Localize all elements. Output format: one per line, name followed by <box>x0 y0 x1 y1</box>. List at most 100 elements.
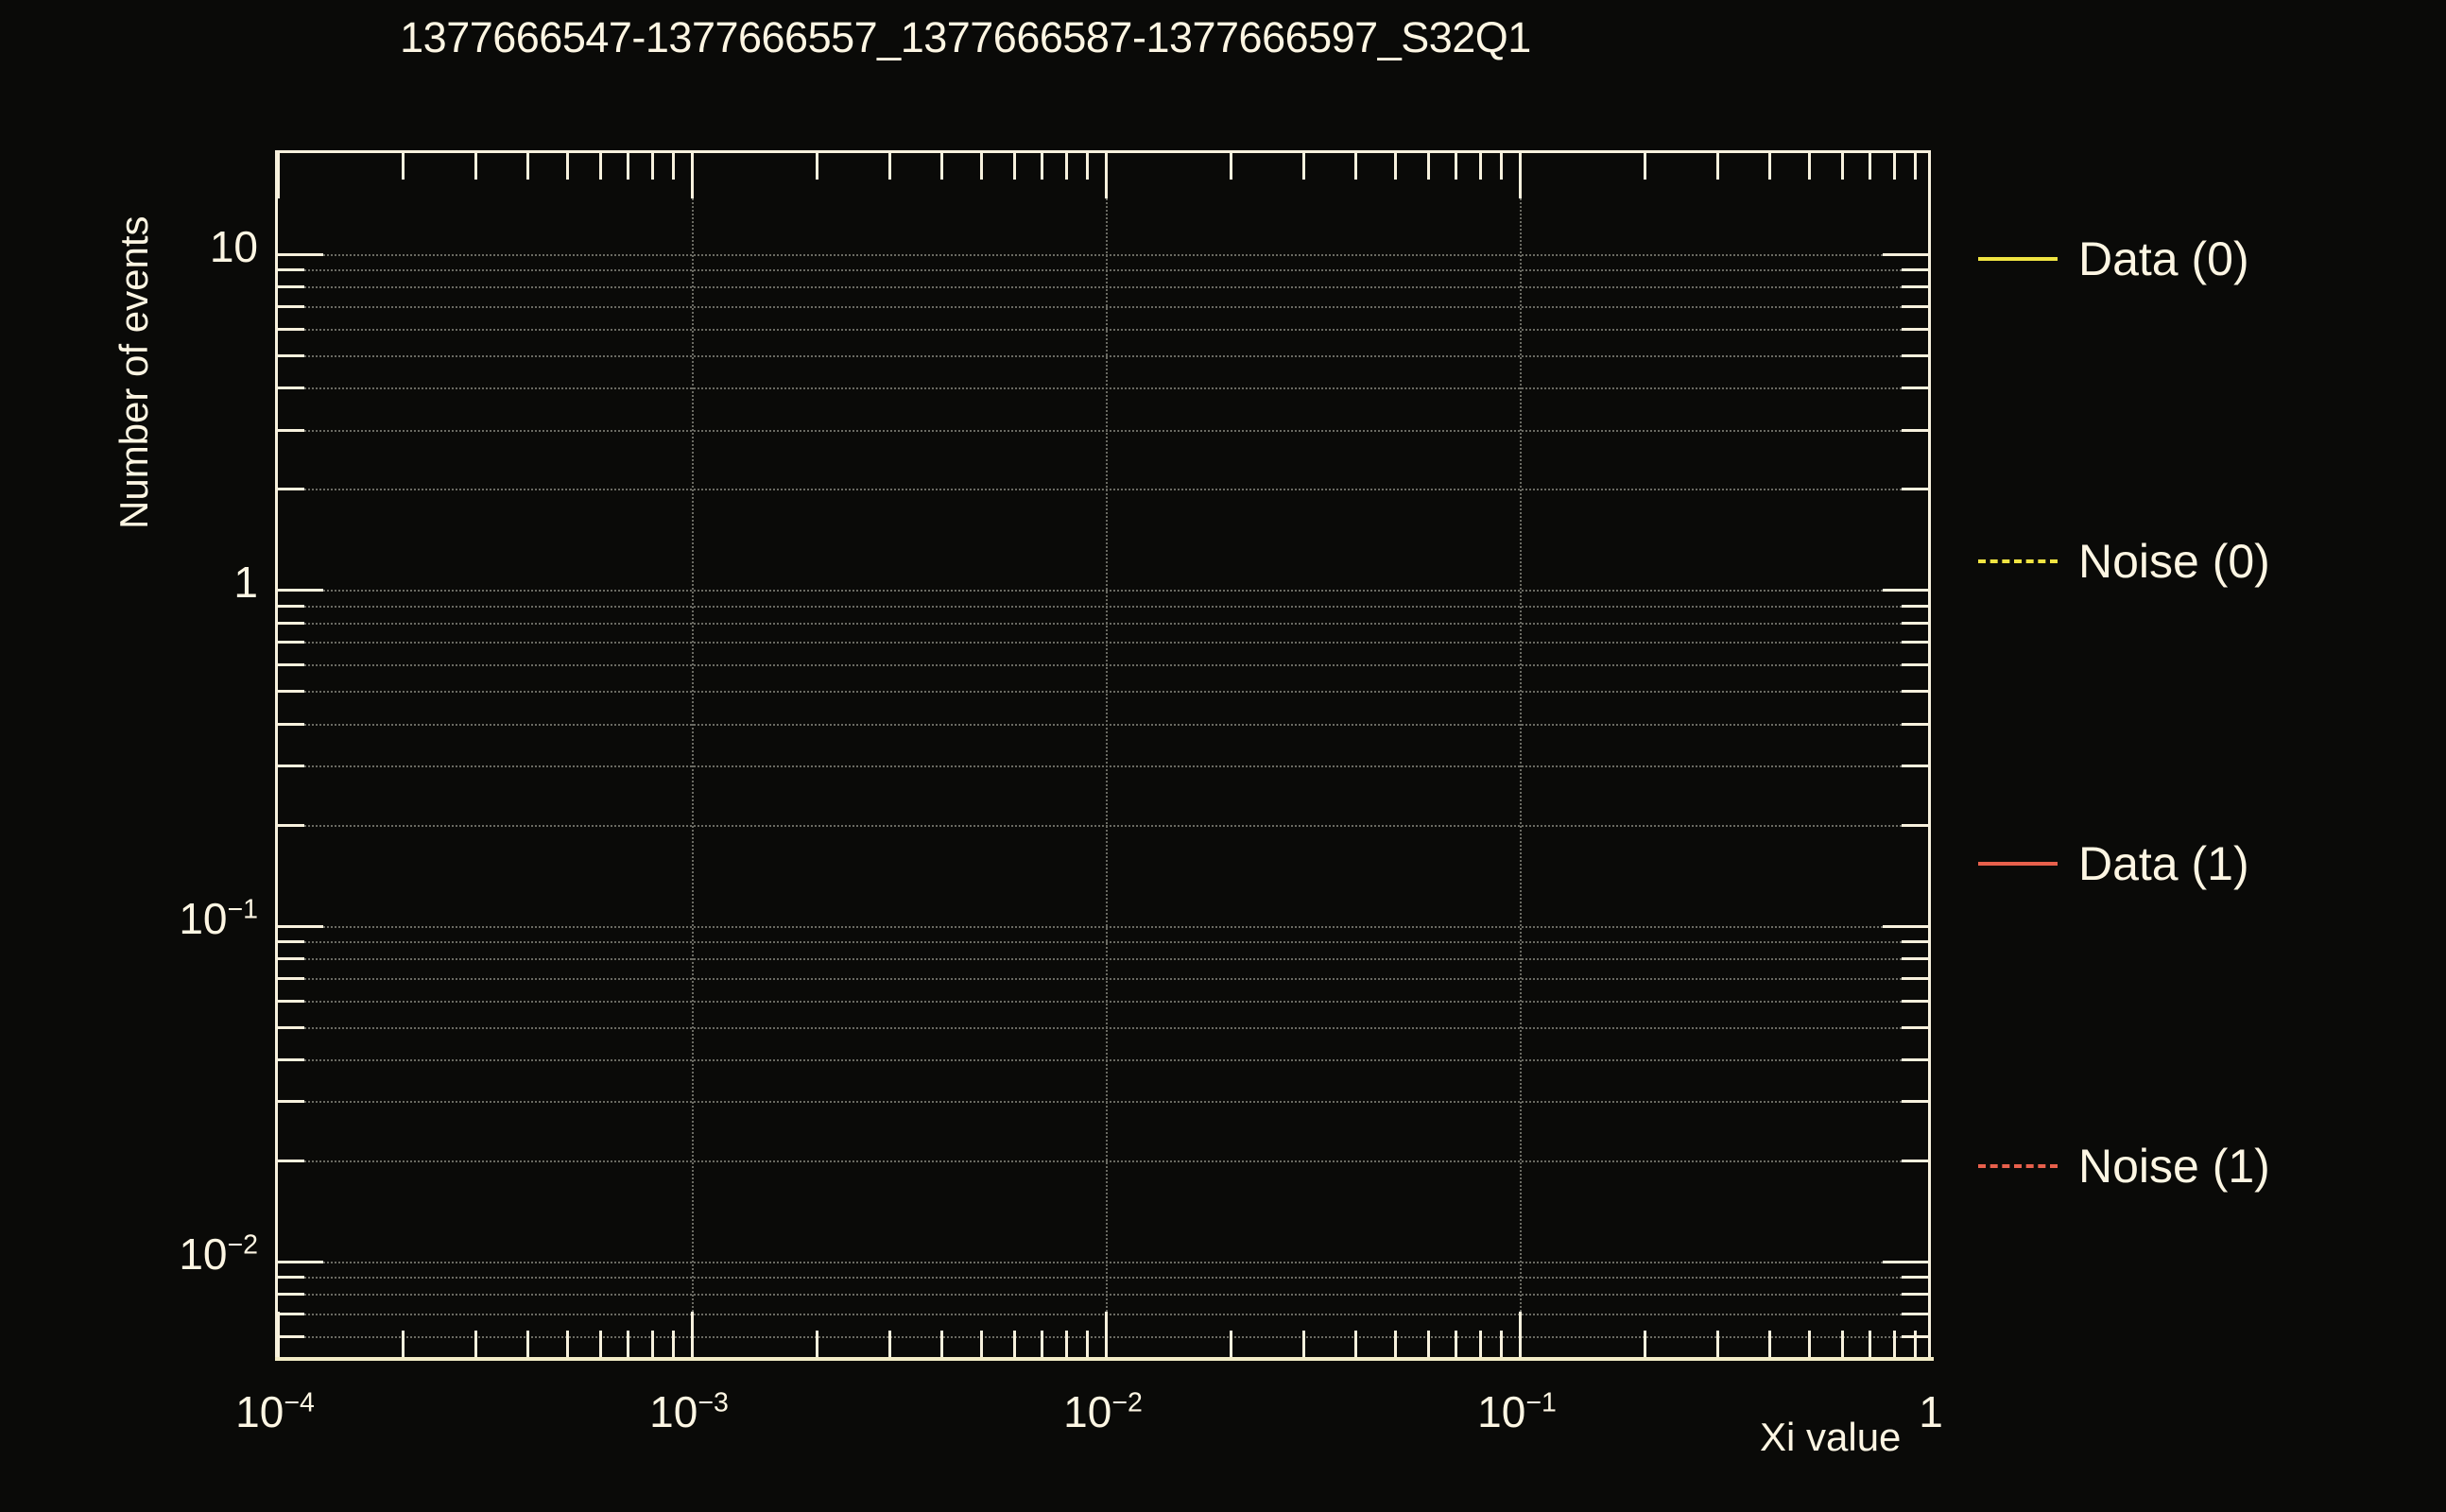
x-tick-major <box>691 1312 694 1357</box>
plot-frame <box>275 150 1931 1360</box>
x-tick-minor-top <box>1840 153 1844 180</box>
y-tick-major-right <box>1883 252 1928 256</box>
legend-label: Data (0) <box>2078 232 2249 285</box>
grid-line-horizontal <box>278 253 1928 256</box>
y-tick-minor-right <box>1902 1313 1928 1316</box>
x-tick-minor-top <box>1715 153 1719 180</box>
y-tick-minor-right <box>1902 285 1928 289</box>
grid-line-horizontal <box>278 958 1928 961</box>
x-tick-minor <box>650 1331 654 1357</box>
x-tick-minor <box>1913 1331 1917 1357</box>
x-tick-minor-top <box>598 153 602 180</box>
x-tick-minor-top <box>1085 153 1089 180</box>
x-tick-minor-top <box>980 153 984 180</box>
grid-line-horizontal <box>278 354 1928 357</box>
x-tick-label: 10−3 <box>649 1387 729 1436</box>
x-tick-major-top <box>278 153 280 198</box>
x-tick-minor-top <box>1041 153 1044 180</box>
x-tick-major <box>278 1312 280 1357</box>
x-tick-minor <box>401 1331 405 1357</box>
grid-line-horizontal <box>278 691 1928 694</box>
x-tick-minor-top <box>650 153 654 180</box>
y-tick-minor-right <box>1902 957 1928 961</box>
x-tick-minor-top <box>1913 153 1917 180</box>
x-tick-minor-top <box>566 153 570 180</box>
grid-line-horizontal <box>278 664 1928 667</box>
y-tick-minor-right <box>1902 1025 1928 1029</box>
grid-line-horizontal <box>278 1335 1928 1338</box>
legend-entry[interactable]: Data (0) <box>1969 221 2413 297</box>
x-tick-major-top <box>1105 153 1108 198</box>
x-tick-minor-top <box>1767 153 1771 180</box>
y-tick-minor <box>278 641 304 644</box>
y-tick-label: 10−1 <box>179 893 258 943</box>
x-tick-minor <box>474 1331 477 1357</box>
y-tick-minor-right <box>1902 1276 1928 1280</box>
line-dashed-icon <box>1978 559 2058 563</box>
grid-line-horizontal <box>278 429 1928 432</box>
y-tick-minor-right <box>1902 663 1928 667</box>
y-tick-minor <box>278 305 304 309</box>
plot-area <box>278 153 1928 1357</box>
grid-line-horizontal <box>278 1262 1928 1264</box>
grid-line-horizontal <box>278 1026 1928 1029</box>
legend-entry[interactable]: Noise (1) <box>1969 1128 2413 1204</box>
x-tick-minor <box>1041 1331 1044 1357</box>
y-tick-minor <box>278 1058 304 1062</box>
x-tick-label: 1 <box>1919 1387 1943 1436</box>
x-tick-minor <box>980 1331 984 1357</box>
line-solid-icon <box>1978 257 2058 261</box>
y-tick-minor <box>278 327 304 331</box>
x-tick-minor <box>1012 1331 1016 1357</box>
x-tick-minor <box>566 1331 570 1357</box>
y-tick-minor <box>278 722 304 726</box>
grid-line-horizontal <box>278 590 1928 593</box>
y-tick-minor <box>278 604 304 608</box>
legend-label: Noise (0) <box>2078 535 2270 588</box>
grid-line-horizontal <box>278 940 1928 943</box>
y-tick-minor-right <box>1902 428 1928 432</box>
y-tick-minor <box>278 353 304 357</box>
grid-line-horizontal <box>278 387 1928 390</box>
y-tick-major-right <box>1883 589 1928 593</box>
y-tick-minor-right <box>1902 641 1928 644</box>
y-tick-minor-right <box>1902 823 1928 827</box>
grid-line-horizontal <box>278 1294 1928 1297</box>
x-tick-minor-top <box>401 153 405 180</box>
grid-line-horizontal <box>278 286 1928 289</box>
legend-entry[interactable]: Noise (0) <box>1969 524 2413 599</box>
x-tick-minor <box>887 1331 891 1357</box>
x-tick-minor <box>1301 1331 1305 1357</box>
x-tick-minor-top <box>1455 153 1458 180</box>
y-tick-minor-right <box>1902 939 1928 943</box>
x-tick-minor <box>1353 1331 1357 1357</box>
x-tick-minor-top <box>1229 153 1232 180</box>
x-tick-minor <box>627 1331 630 1357</box>
x-tick-minor-top <box>1301 153 1305 180</box>
x-tick-minor <box>598 1331 602 1357</box>
y-tick-major-right <box>1883 924 1928 928</box>
y-tick-minor-right <box>1902 722 1928 726</box>
y-tick-minor <box>278 663 304 667</box>
chart-legend: Data (0) Noise (0) Data (1) Noise (1) <box>1969 150 2413 1360</box>
y-tick-minor <box>278 1276 304 1280</box>
grid-line-vertical <box>692 153 694 1357</box>
y-tick-minor <box>278 823 304 827</box>
legend-entry[interactable]: Data (1) <box>1969 826 2413 902</box>
x-tick-minor <box>815 1331 818 1357</box>
x-tick-minor <box>1840 1331 1844 1357</box>
grid-line-horizontal <box>278 925 1928 928</box>
x-tick-major <box>1105 1312 1108 1357</box>
x-tick-minor <box>1394 1331 1398 1357</box>
y-tick-minor-right <box>1902 1100 1928 1104</box>
y-tick-major <box>278 252 323 256</box>
grid-line-horizontal <box>278 723 1928 726</box>
x-tick-minor <box>1229 1331 1232 1357</box>
y-tick-minor <box>278 939 304 943</box>
x-tick-minor-top <box>1064 153 1068 180</box>
grid-line-vertical <box>1106 153 1108 1357</box>
grid-line-horizontal <box>278 642 1928 644</box>
x-tick-label: 10−1 <box>1477 1387 1557 1436</box>
x-tick-minor-top <box>1394 153 1398 180</box>
grid-line-horizontal <box>278 328 1928 331</box>
